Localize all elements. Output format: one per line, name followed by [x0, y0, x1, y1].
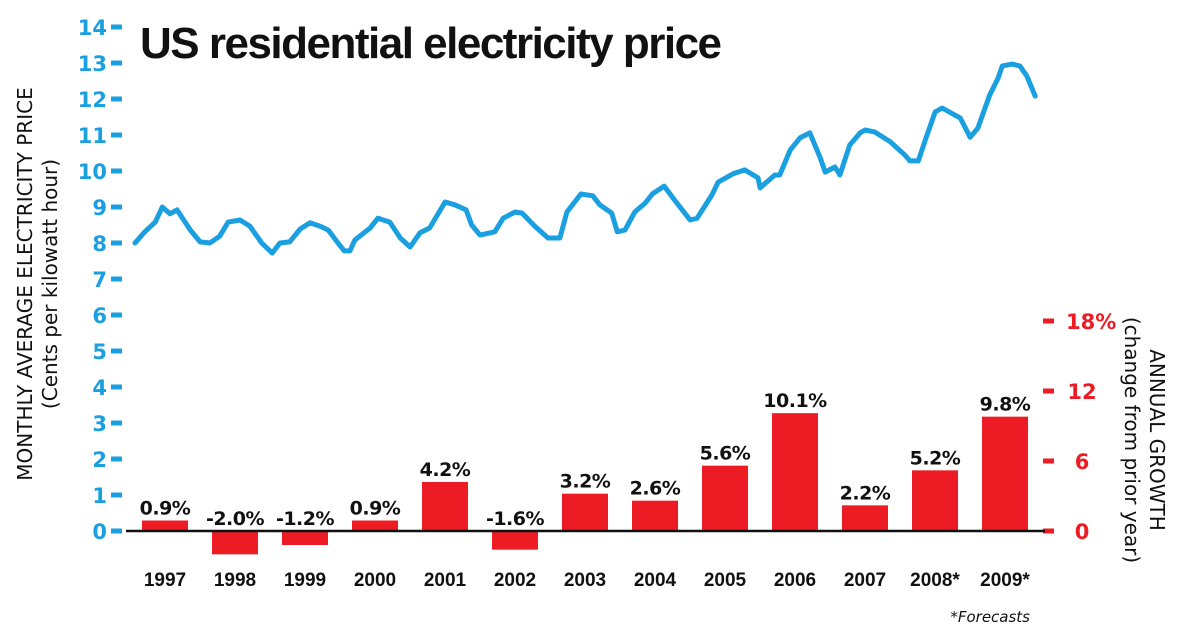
- left-tick-label: 14: [78, 16, 107, 40]
- right-tick-label: 6: [1075, 450, 1090, 474]
- left-tick-label: 5: [92, 340, 107, 364]
- bar-data-label: 2.2%: [840, 482, 891, 504]
- left-tick-label: 4: [92, 376, 107, 400]
- x-tick-label: 2000: [354, 570, 396, 591]
- left-tick-mark: [111, 240, 122, 246]
- bar-2003: [562, 493, 608, 531]
- left-tick-label: 9: [92, 196, 107, 220]
- left-tick-label: 6: [92, 304, 107, 328]
- left-tick-label: 7: [92, 268, 107, 292]
- bar-data-label: 9.8%: [980, 394, 1031, 416]
- left-tick-mark: [111, 96, 122, 102]
- bar-data-label: -1.2%: [276, 508, 335, 530]
- bar-2007: [842, 505, 888, 531]
- bar-1997: [142, 520, 188, 531]
- left-tick-mark: [111, 348, 122, 354]
- left-tick-label: 1: [92, 484, 107, 508]
- right-tick-label: 0: [1075, 520, 1090, 544]
- x-tick-label: 2002: [494, 570, 536, 591]
- bar-series: 0.9% -2.0% -1.2% 0.9% 4.2% -1.6% 3.2% 2.6% 5.6% 1…: [140, 390, 1031, 555]
- x-tick-label: 2006: [774, 570, 816, 591]
- bar-data-label: 0.9%: [140, 498, 191, 520]
- left-tick-label: 8: [92, 232, 107, 256]
- bar-1999: [282, 531, 328, 545]
- x-tick-label: 1999: [284, 570, 326, 591]
- bar-data-label: -2.0%: [206, 508, 265, 530]
- chart-title: US residential electricity price: [140, 19, 721, 68]
- bar-data-label: 5.6%: [700, 443, 751, 465]
- x-tick-label: 2004: [634, 570, 677, 591]
- right-tick-mark: [1043, 318, 1054, 324]
- left-tick-label: 3: [92, 412, 107, 436]
- left-tick-label: 0: [92, 520, 107, 544]
- left-tick-label: 11: [78, 124, 107, 148]
- bar-2001: [422, 482, 468, 531]
- left-tick-mark: [111, 24, 122, 30]
- bar-2009: [982, 416, 1028, 531]
- x-tick-label: 2009*: [980, 570, 1030, 591]
- x-tick-label: 2008*: [910, 570, 960, 591]
- right-axis-subtitle: (change from prior year): [1120, 317, 1144, 563]
- bar-data-label: 10.1%: [763, 390, 827, 412]
- left-tick-mark: [111, 312, 122, 318]
- x-tick-label: 1998: [214, 570, 256, 591]
- left-axis-subtitle: (Cents per kilowatt hour): [38, 159, 62, 409]
- left-tick-mark: [111, 204, 122, 210]
- bar-2008: [912, 470, 958, 531]
- x-tick-label: 2005: [704, 570, 747, 591]
- right-axis-title: ANNUAL GROWTH: [1145, 349, 1169, 531]
- price-line: [132, 61, 1038, 256]
- bar-data-label: 4.2%: [420, 459, 471, 481]
- forecast-footnote: *Forecasts: [950, 608, 1030, 626]
- x-axis-labels: 1997 1998 1999 2000 2001 2002 2003 2004 2005 2006…: [144, 570, 1031, 591]
- right-tick-mark: [1043, 528, 1054, 534]
- x-tick-label: 2003: [564, 570, 606, 591]
- x-tick-label: 1997: [144, 570, 186, 591]
- bar-2006: [772, 413, 818, 531]
- right-tick-label: 18%: [1066, 310, 1116, 334]
- left-tick-mark: [111, 492, 122, 498]
- left-tick-label: 13: [78, 52, 107, 76]
- left-tick-label: 12: [78, 88, 107, 112]
- right-tick-mark: [1043, 458, 1054, 464]
- x-tick-label: 2001: [424, 570, 467, 591]
- left-tick-mark: [111, 528, 122, 534]
- left-tick-label: 10: [78, 160, 107, 184]
- left-tick-mark: [111, 420, 122, 426]
- bar-1998: [212, 531, 258, 555]
- bar-2005: [702, 465, 748, 531]
- bar-data-label: 2.6%: [630, 478, 681, 500]
- left-axis-title-group: MONTHLY AVERAGE ELECTRICITY PRICE (Cents…: [13, 87, 62, 480]
- right-tick-label: 12: [1067, 380, 1096, 404]
- left-tick-mark: [111, 456, 122, 462]
- bar-2004: [632, 500, 678, 531]
- left-tick-mark: [111, 168, 122, 174]
- left-tick-mark: [111, 132, 122, 138]
- right-axis-title-group: ANNUAL GROWTH (change from prior year): [1120, 317, 1169, 563]
- left-tick-mark: [111, 276, 122, 282]
- bar-2000: [352, 520, 398, 531]
- right-axis: 0 6 12 18%: [1043, 310, 1116, 544]
- left-axis-title: MONTHLY AVERAGE ELECTRICITY PRICE: [13, 87, 37, 480]
- left-tick-label: 2: [92, 448, 107, 472]
- x-tick-label: 2007: [844, 570, 886, 591]
- bar-data-label: 0.9%: [350, 498, 401, 520]
- bar-data-label: 5.2%: [910, 447, 961, 469]
- left-tick-mark: [111, 384, 122, 390]
- right-tick-mark: [1043, 388, 1054, 394]
- bar-data-label: 3.2%: [560, 471, 611, 493]
- bar-data-label: -1.6%: [486, 508, 545, 530]
- bar-2002: [492, 531, 538, 550]
- left-tick-mark: [111, 60, 122, 66]
